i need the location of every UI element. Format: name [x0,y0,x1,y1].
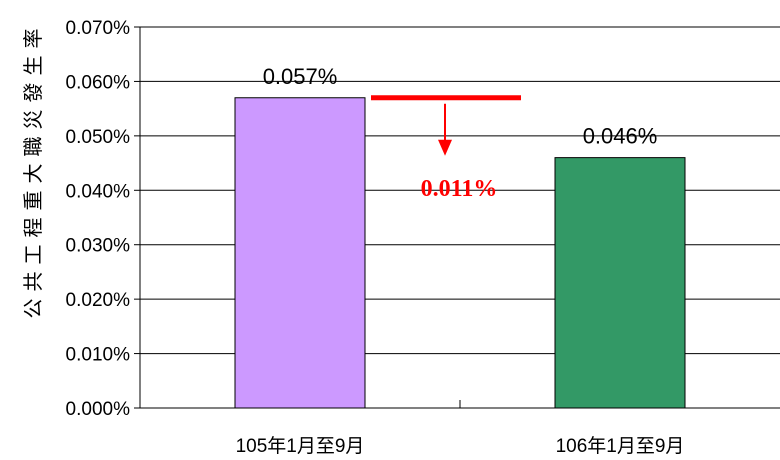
data-label: 0.046% [583,124,658,149]
data-labels: 0.057% 0.046% [263,64,658,149]
y-tick-label: 0.030% [66,236,131,257]
x-tick-label: 105年1月至9月 [236,435,365,457]
bar [554,157,686,409]
y-tick-label: 0.050% [66,127,131,148]
y-tick-labels: 0.000% 0.010% 0.020% 0.030% 0.040% 0.050% 0.06… [66,18,131,420]
down-arrow-icon [438,139,452,156]
data-label: 0.057% [263,64,338,89]
difference-annotation: 0.011% [371,95,521,202]
y-tick-label: 0.000% [66,399,131,420]
x-tick-label: 106年1月至9月 [556,435,685,457]
y-tick-label: 0.010% [66,345,131,366]
y-tick-label: 0.020% [66,290,131,311]
difference-label: 0.011% [421,176,498,202]
y-tick-label: 0.060% [66,72,131,93]
bar [234,97,366,409]
y-axis-label: 公共工程重大職災發生率 [21,22,45,319]
x-tick-labels: 105年1月至9月 106年1月至9月 [236,435,685,457]
axes [134,26,780,409]
y-tick-label: 0.040% [66,181,131,202]
y-tick-label: 0.070% [66,18,131,39]
